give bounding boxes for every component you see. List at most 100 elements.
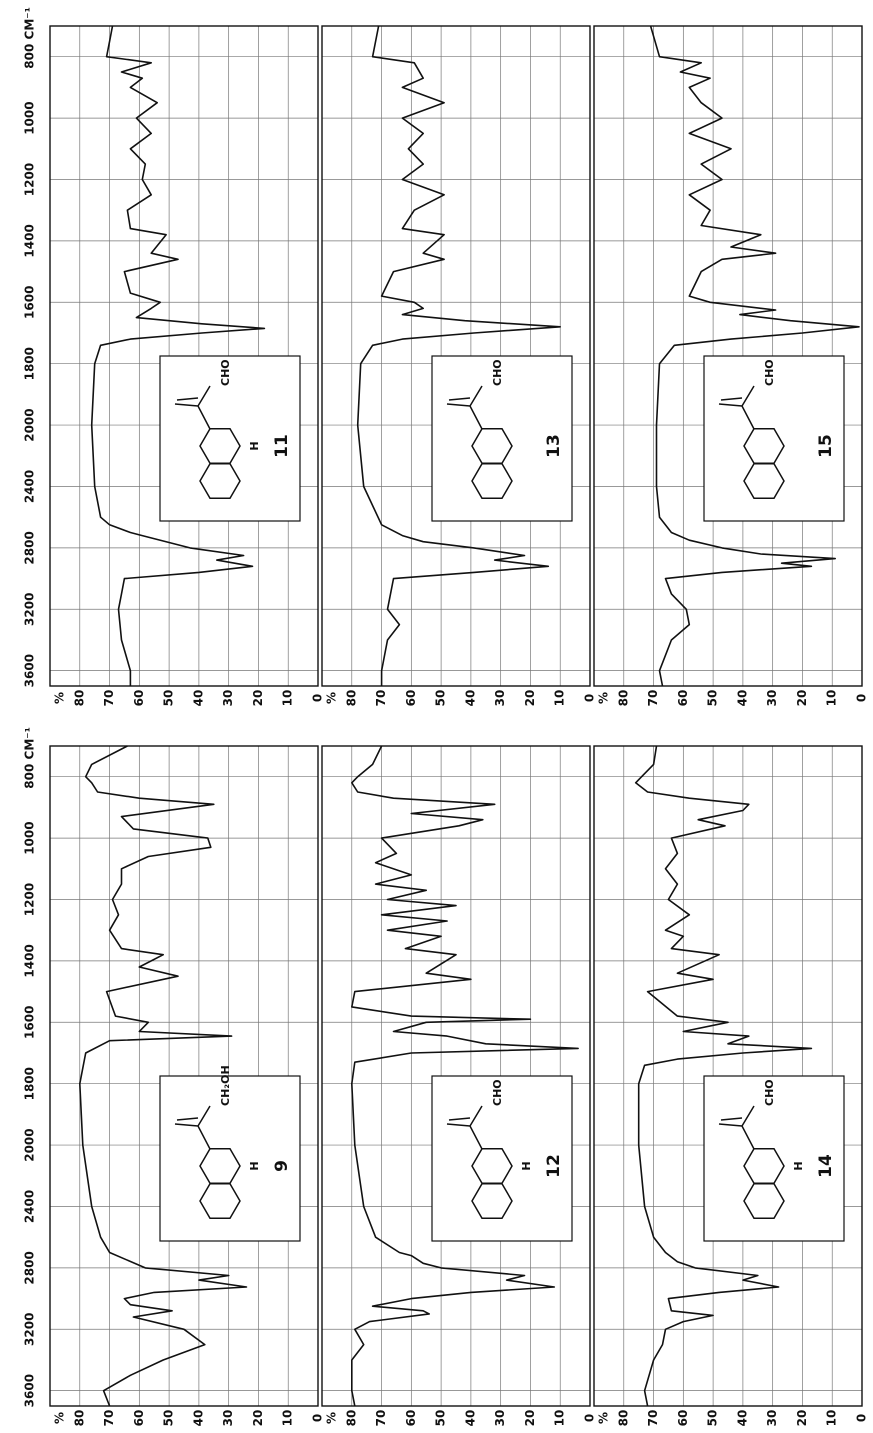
y-tick-label: 60 [132, 690, 146, 707]
spectrum-panel: 3600 3200 2800 2400 2000 1800 1600 1400 1200 1000… [23, 727, 325, 1426]
y-tick-label: 10 [553, 690, 567, 707]
compound-number: 12 [544, 1154, 564, 1178]
structure-chain [446, 1105, 483, 1150]
x-tick-label: 3200 [23, 1313, 37, 1346]
spectrum-line [90, 25, 266, 686]
spectrum-line [79, 745, 248, 1407]
y-axis-label: % [53, 692, 67, 704]
x-tick-label: 3600 [23, 1374, 37, 1407]
y-tick-label: 70 [374, 1410, 388, 1427]
spectrum-panel: 0 10 20 30 40 50 60 70 80% CHO 15 [593, 25, 869, 707]
x-tick-label: 800 CM⁻¹ [23, 727, 37, 789]
x-tick-label: 3600 [23, 654, 37, 687]
y-tick-label: 70 [102, 1410, 116, 1427]
y-tick-label: 20 [523, 690, 537, 707]
compound-number: 15 [816, 434, 836, 458]
structure-group: CH₂OH [219, 1065, 232, 1106]
structure-group: CHO [491, 1079, 504, 1106]
compound-number: 13 [544, 434, 564, 458]
x-tick-label: 1000 [23, 821, 37, 854]
structure-group: CHO [763, 359, 776, 386]
y-tick-label: 70 [646, 1410, 660, 1427]
spectrum-panel: 0 10 20 30 40 50 60 70 80% CHO H 14 [593, 745, 869, 1427]
structure-hydrogen: H [248, 1161, 261, 1170]
spectrum-line [351, 745, 579, 1407]
y-tick-label: 80 [344, 1410, 358, 1427]
panel-frame [321, 745, 591, 1407]
y-axis-label: % [597, 1412, 611, 1424]
y-tick-label: 10 [825, 1410, 839, 1427]
panel-frame [49, 745, 319, 1407]
y-axis-label: % [597, 692, 611, 704]
structure-chain [174, 1105, 211, 1150]
y-tick-label: 80 [72, 1410, 86, 1427]
y-tick-label: 20 [523, 1410, 537, 1427]
x-tick-label: 1800 [23, 347, 37, 380]
y-tick-label: 0 [583, 694, 597, 702]
spectrum-panel: 0 10 20 30 40 50 60 70 80% CHO H 12 [321, 745, 597, 1427]
x-tick-label: 2800 [23, 531, 37, 564]
structure-box [159, 355, 301, 522]
x-tick-label: 1200 [23, 163, 37, 196]
y-tick-label: 40 [191, 1410, 205, 1427]
x-tick-label: 1400 [23, 224, 37, 257]
x-tick-label: 1600 [23, 1006, 37, 1039]
y-tick-label: 40 [463, 690, 477, 707]
panel-frame [49, 25, 319, 687]
y-tick-label: 0 [583, 1414, 597, 1422]
structure-hydrogen: H [520, 1161, 533, 1170]
y-tick-label: 0 [855, 694, 869, 702]
y-tick-label: 40 [463, 1410, 477, 1427]
y-axis-label: % [53, 1412, 67, 1424]
y-tick-label: 70 [646, 690, 660, 707]
y-tick-label: 10 [825, 690, 839, 707]
y-tick-label: 20 [795, 690, 809, 707]
y-tick-label: 50 [162, 690, 176, 707]
x-tick-label: 2400 [23, 470, 37, 503]
x-tick-label: 2400 [23, 1190, 37, 1223]
x-tick-label: 2000 [23, 1128, 37, 1161]
spectrum-line [649, 25, 860, 687]
spectrum-line [634, 745, 813, 1407]
y-tick-label: 10 [281, 1410, 295, 1427]
structure-hydrogen: H [792, 1161, 805, 1170]
x-tick-label: 2800 [23, 1251, 37, 1284]
x-tick-label: 1800 [23, 1067, 37, 1100]
structure-box [431, 355, 573, 522]
y-tick-label: 60 [404, 690, 418, 707]
panel-frame [321, 25, 591, 687]
structure-chain [718, 385, 755, 430]
panel-frame [593, 25, 863, 687]
structure-group: CHO [491, 359, 504, 386]
y-tick-label: 60 [132, 1410, 146, 1427]
structure-chain [718, 1105, 755, 1150]
structure-hydrogen: H [248, 441, 261, 450]
y-tick-label: 10 [553, 1410, 567, 1427]
structure-box [703, 1075, 845, 1242]
structure-box [431, 1075, 573, 1242]
y-tick-label: 30 [493, 1410, 507, 1427]
structure-group: CHO [219, 359, 232, 386]
y-tick-label: 40 [191, 690, 205, 707]
structure-box [703, 355, 845, 522]
structure-box [159, 1075, 301, 1242]
y-tick-label: 50 [706, 1410, 720, 1427]
y-tick-label: 60 [676, 690, 690, 707]
structure-chain [174, 385, 211, 430]
x-tick-label: 1200 [23, 883, 37, 916]
y-tick-label: 80 [616, 690, 630, 707]
y-tick-label: 70 [374, 690, 388, 707]
y-tick-label: 30 [765, 1410, 779, 1427]
y-tick-label: 40 [735, 690, 749, 707]
y-tick-label: 60 [404, 1410, 418, 1427]
panel-frame [593, 745, 863, 1407]
x-tick-label: 1600 [23, 286, 37, 319]
y-tick-label: 30 [493, 690, 507, 707]
y-tick-label: 20 [251, 1410, 265, 1427]
y-tick-label: 80 [344, 690, 358, 707]
y-tick-label: 0 [855, 1414, 869, 1422]
y-tick-label: 10 [281, 690, 295, 707]
compound-number: 9 [272, 1160, 292, 1172]
y-axis-label: % [325, 692, 339, 704]
